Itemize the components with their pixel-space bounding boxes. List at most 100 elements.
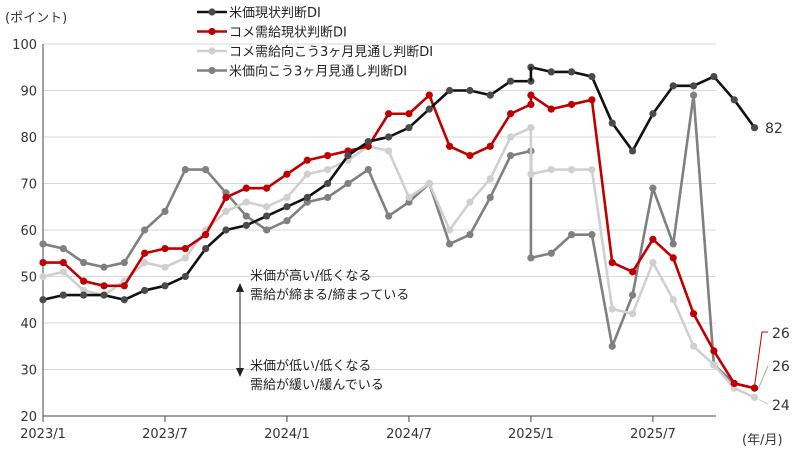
data-point	[263, 212, 271, 220]
data-point	[649, 110, 657, 118]
data-point	[385, 212, 393, 220]
data-point	[263, 203, 271, 211]
data-point	[608, 342, 616, 350]
y-tick-label: 20	[20, 410, 37, 425]
data-point	[222, 226, 230, 234]
data-point	[547, 105, 555, 113]
data-point	[466, 86, 474, 95]
y-tick-label: 70	[20, 178, 37, 193]
data-point	[730, 96, 738, 104]
y-tick-label: 30	[20, 364, 37, 379]
data-point	[59, 268, 67, 276]
data-point	[181, 272, 189, 281]
leader-line	[754, 331, 768, 387]
data-point	[588, 96, 596, 104]
data-point	[689, 310, 698, 318]
end-label: 26	[772, 359, 790, 375]
data-point	[364, 165, 372, 174]
data-point	[39, 258, 47, 267]
data-point	[466, 198, 474, 206]
data-point	[283, 170, 291, 178]
data-point	[39, 240, 47, 248]
data-point	[141, 258, 149, 267]
data-point	[547, 68, 555, 76]
data-point	[506, 133, 515, 141]
data-point	[385, 133, 393, 141]
data-point	[689, 82, 698, 90]
data-point	[283, 203, 291, 211]
data-point	[547, 249, 555, 257]
data-point	[750, 124, 759, 132]
data-point	[100, 291, 108, 299]
x-tick-label: 2025/7	[630, 427, 676, 442]
data-point	[588, 165, 596, 174]
data-point	[100, 282, 108, 290]
series-line	[43, 93, 532, 288]
data-point	[39, 272, 47, 281]
data-point	[628, 291, 637, 299]
data-point	[39, 296, 47, 304]
data-point	[202, 245, 210, 253]
data-point	[608, 119, 616, 127]
x-tick-label: 2024/7	[386, 427, 432, 442]
data-point	[324, 193, 332, 202]
data-point	[588, 72, 596, 81]
data-point	[59, 291, 67, 299]
data-point	[141, 226, 149, 234]
data-point	[80, 291, 88, 299]
data-point	[120, 282, 128, 290]
data-point	[283, 217, 291, 225]
data-point	[222, 193, 230, 202]
data-point	[425, 105, 433, 113]
data-point	[344, 152, 352, 160]
data-point	[141, 286, 149, 295]
annotation-up: 米価が高い/低くなる	[250, 268, 371, 284]
data-point	[405, 110, 413, 118]
data-point	[506, 152, 515, 160]
data-point	[120, 296, 128, 304]
data-point	[161, 263, 169, 271]
leader-line	[758, 398, 769, 405]
data-point	[202, 231, 210, 239]
data-point	[263, 226, 271, 234]
data-point	[161, 207, 169, 215]
data-point	[364, 138, 372, 146]
series-2	[39, 124, 759, 401]
data-point	[202, 165, 210, 174]
data-point	[486, 142, 494, 150]
data-point	[649, 235, 657, 243]
data-point	[669, 254, 677, 262]
annotation-down: 米価が低い/低くなる	[250, 359, 371, 374]
data-point	[405, 124, 413, 132]
data-point	[486, 175, 494, 183]
x-tick-label: 2023/1	[20, 427, 66, 442]
data-point	[446, 86, 454, 95]
data-point	[547, 165, 555, 174]
data-point	[181, 254, 189, 262]
y-tick-label: 80	[20, 131, 37, 146]
y-tick-label: 90	[20, 85, 37, 100]
data-point	[59, 245, 67, 253]
annotation-up: 需給が締まる/締まっている	[250, 287, 409, 303]
end-label: 24	[772, 398, 790, 414]
data-point	[689, 91, 698, 99]
data-point	[80, 277, 88, 285]
data-point	[446, 240, 454, 248]
data-point	[567, 231, 576, 239]
data-point	[466, 152, 474, 160]
leader-line	[758, 365, 769, 389]
data-point	[303, 193, 311, 202]
data-point	[446, 142, 454, 150]
data-point	[567, 100, 576, 109]
data-point	[730, 379, 738, 388]
data-point	[506, 77, 515, 85]
series-line	[530, 93, 755, 390]
data-point	[222, 207, 230, 215]
legend-marker	[208, 47, 216, 55]
data-point	[567, 68, 576, 76]
data-point	[466, 231, 474, 239]
y-tick-label: 50	[20, 271, 37, 286]
data-point	[385, 110, 393, 118]
data-point	[669, 82, 677, 90]
data-point	[710, 361, 718, 369]
